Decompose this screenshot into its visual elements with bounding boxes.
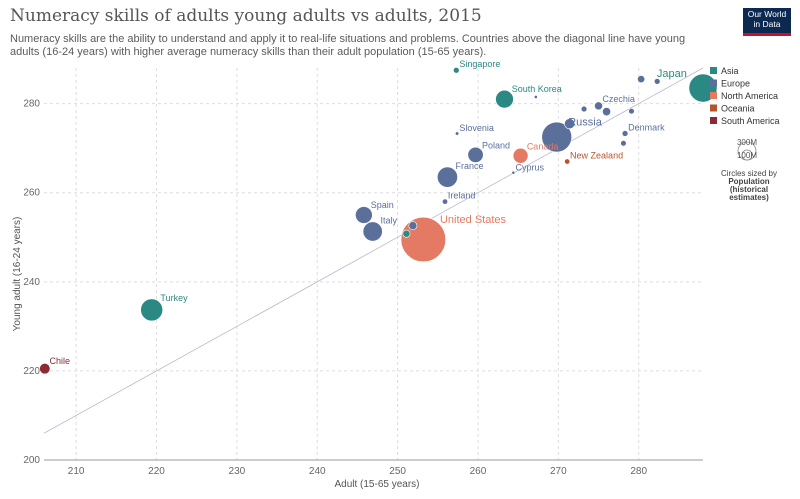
legend-swatch	[710, 79, 717, 87]
point-label: South Korea	[512, 84, 562, 94]
x-tick-label: 280	[630, 466, 647, 477]
y-tick-label: 240	[23, 277, 40, 288]
data-point[interactable]	[621, 130, 629, 137]
data-point[interactable]	[637, 75, 646, 84]
point-label: Turkey	[160, 293, 188, 303]
point-label: Canada	[527, 142, 559, 152]
legend-label[interactable]: Oceania	[721, 104, 755, 114]
data-point[interactable]	[408, 221, 418, 231]
owid-logo[interactable]: Our World in Data	[743, 8, 791, 36]
size-legend-title-3: (historical	[730, 185, 768, 194]
point-label: New Zealand	[570, 151, 623, 161]
point-label: France	[456, 161, 484, 171]
data-point[interactable]	[620, 140, 627, 147]
point-label: Chile	[50, 356, 71, 366]
legend-swatch	[710, 104, 717, 112]
data-point[interactable]	[628, 108, 635, 115]
data-point[interactable]	[495, 89, 514, 109]
data-point[interactable]	[39, 363, 51, 375]
grid-lines	[44, 68, 703, 461]
legend-swatch	[710, 67, 717, 74]
data-point[interactable]	[362, 221, 383, 242]
data-points	[39, 66, 718, 375]
size-legend-big-label: 300M	[737, 138, 757, 147]
diagonal-reference-line	[43, 67, 704, 434]
data-point[interactable]	[467, 146, 484, 163]
size-legend-title-4: estimates)	[729, 193, 769, 202]
legend-swatch	[710, 92, 717, 99]
chart-subtitle: Numeracy skills are the ability to under…	[10, 33, 686, 58]
legend-label[interactable]: North America	[721, 91, 778, 101]
y-tick-label: 260	[23, 188, 40, 199]
data-point[interactable]	[512, 147, 529, 164]
data-point[interactable]	[511, 170, 516, 175]
y-axis-title: Young adult (16-24 years)	[12, 217, 23, 332]
size-legend-small-label: 100M	[737, 151, 757, 160]
data-point[interactable]	[140, 298, 164, 322]
data-point[interactable]	[653, 78, 661, 85]
y-tick-label: 200	[23, 455, 40, 466]
size-legend-title-2: Population	[728, 177, 769, 186]
logo-line-2: in Data	[753, 18, 781, 29]
legend: Asia Europe North America Oceania South Amer…	[710, 66, 780, 126]
point-label: United States	[440, 214, 507, 226]
data-point[interactable]	[400, 216, 446, 263]
point-label: Italy	[380, 216, 397, 226]
point-label: Poland	[482, 140, 510, 150]
x-tick-label: 210	[68, 466, 85, 477]
point-labels: Japan Singapore South Korea Czechia Russia De…	[50, 59, 687, 366]
data-point[interactable]	[564, 118, 576, 130]
point-label: Ireland	[448, 191, 476, 201]
data-point[interactable]	[541, 121, 573, 153]
x-axis-title: Adult (15-65 years)	[334, 479, 419, 490]
x-tick-label: 240	[309, 466, 326, 477]
point-label: Denmark	[628, 122, 665, 132]
point-label: Japan	[657, 68, 687, 80]
legend-label[interactable]: South America	[721, 116, 780, 126]
data-point[interactable]	[402, 229, 411, 238]
point-label: Slovenia	[459, 123, 494, 133]
diagonal-line	[43, 67, 704, 434]
data-point[interactable]	[594, 101, 603, 111]
point-label: Spain	[371, 200, 394, 210]
data-point[interactable]	[436, 166, 458, 188]
point-label: Singapore	[459, 59, 500, 69]
logo-line-1: Our World	[747, 9, 787, 19]
point-label: Cyprus	[515, 163, 544, 173]
x-tick-label: 220	[148, 466, 165, 477]
x-tick-label: 260	[470, 466, 487, 477]
data-point[interactable]	[442, 198, 449, 205]
chart-title: Numeracy skills of adults young adults v…	[10, 6, 482, 26]
x-tick-label: 250	[389, 466, 406, 477]
data-point[interactable]	[355, 206, 373, 224]
legend-swatch	[710, 117, 717, 124]
size-legend: 300M 100M Circles sized by Population (h…	[721, 138, 777, 202]
x-tick-label: 270	[550, 466, 567, 477]
point-label: Czechia	[602, 94, 635, 104]
size-legend-small-circle	[741, 149, 753, 161]
size-legend-title-1: Circles sized by	[721, 169, 777, 178]
data-point[interactable]	[564, 158, 571, 165]
data-point[interactable]	[533, 95, 538, 99]
point-label: Russia	[568, 117, 603, 129]
y-tick-label: 280	[23, 99, 40, 110]
x-tick-label: 230	[229, 466, 246, 477]
legend-label[interactable]: Asia	[721, 66, 739, 76]
data-point[interactable]	[455, 131, 460, 136]
legend-label[interactable]: Europe	[721, 79, 750, 89]
axis-ticks: 210 220 230 240 250 260 270 280 200 220 240 260 280	[23, 99, 703, 477]
data-point[interactable]	[580, 105, 588, 113]
y-tick-label: 220	[23, 366, 40, 377]
data-point[interactable]	[602, 107, 612, 117]
data-point[interactable]	[453, 66, 460, 74]
